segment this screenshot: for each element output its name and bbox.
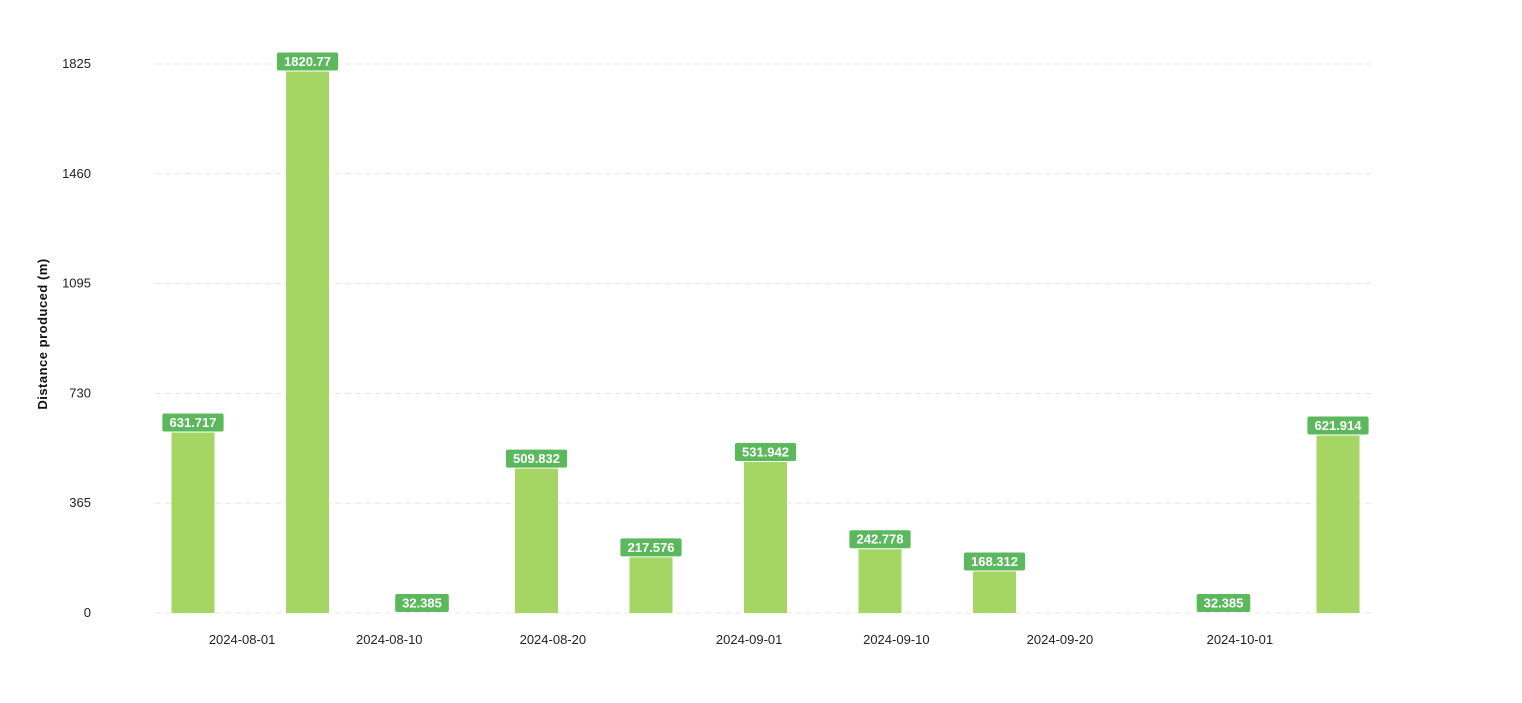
data-label-text: 631.717 [170,415,217,430]
data-label-background [620,538,682,557]
data-label-background [963,552,1026,571]
data-label: 509.832 [505,449,568,468]
data-label-text: 621.914 [1315,418,1363,433]
x-tick-label: 2024-10-01 [1207,632,1274,647]
data-label: 32.385 [395,594,449,612]
y-tick-label: 730 [69,385,91,400]
x-tick-label: 2024-08-20 [520,632,587,647]
x-tick-label: 2024-09-10 [863,632,930,647]
data-label-text: 32.385 [402,596,442,611]
bar [858,549,902,613]
data-label-text: 531.942 [742,444,789,459]
data-label-text: 217.576 [628,540,675,555]
data-label-text: 509.832 [513,451,560,466]
x-tick-label: 2024-08-01 [209,632,276,647]
x-tick-label: 2024-09-20 [1027,632,1094,647]
data-label-background [734,442,797,461]
data-label-background [1307,416,1369,435]
bar [515,468,558,613]
bar [629,557,673,613]
x-tick-label: 2024-08-10 [356,632,423,647]
data-label-background [505,449,568,468]
data-label: 242.778 [849,530,911,549]
y-axis-label: Distance produced (m) [35,258,50,409]
bar [286,71,329,613]
x-axis-ticks: 2024-08-01 2024-08-10 2024-08-20 2024-09-01… [209,632,1273,647]
data-label-background [1196,594,1251,612]
data-label: 168.312 [963,552,1026,571]
data-label: 621.914 [1307,416,1369,435]
data-label-background [162,413,224,432]
data-label-text: 168.312 [971,554,1018,569]
y-tick-label: 1825 [62,56,91,71]
data-label: 217.576 [620,538,682,557]
bar [1316,435,1360,613]
data-label-background [395,594,449,612]
bar [744,461,787,613]
data-label-background [276,52,339,71]
y-tick-label: 365 [69,495,91,510]
data-label: 1820.77 [276,52,339,71]
bar [973,571,1016,613]
y-axis-ticks: 0 365 730 1095 1460 1825 [62,56,91,620]
data-label: 32.385 [1196,594,1251,612]
data-label: 631.717 [162,413,224,432]
data-labels: 631.717 1820.77 32.385 509.832 217.576 531.94… [162,52,1369,612]
y-tick-label: 1095 [62,276,91,291]
bars [171,71,1360,613]
bar [171,432,215,613]
data-label-text: 1820.77 [284,54,331,69]
data-label-background [849,530,911,549]
x-tick-label: 2024-09-01 [716,632,783,647]
data-label-text: 32.385 [1204,596,1244,611]
data-label-text: 242.778 [857,532,904,547]
y-tick-label: 1460 [62,166,91,181]
data-label: 531.942 [734,442,797,461]
y-tick-label: 0 [84,605,91,620]
